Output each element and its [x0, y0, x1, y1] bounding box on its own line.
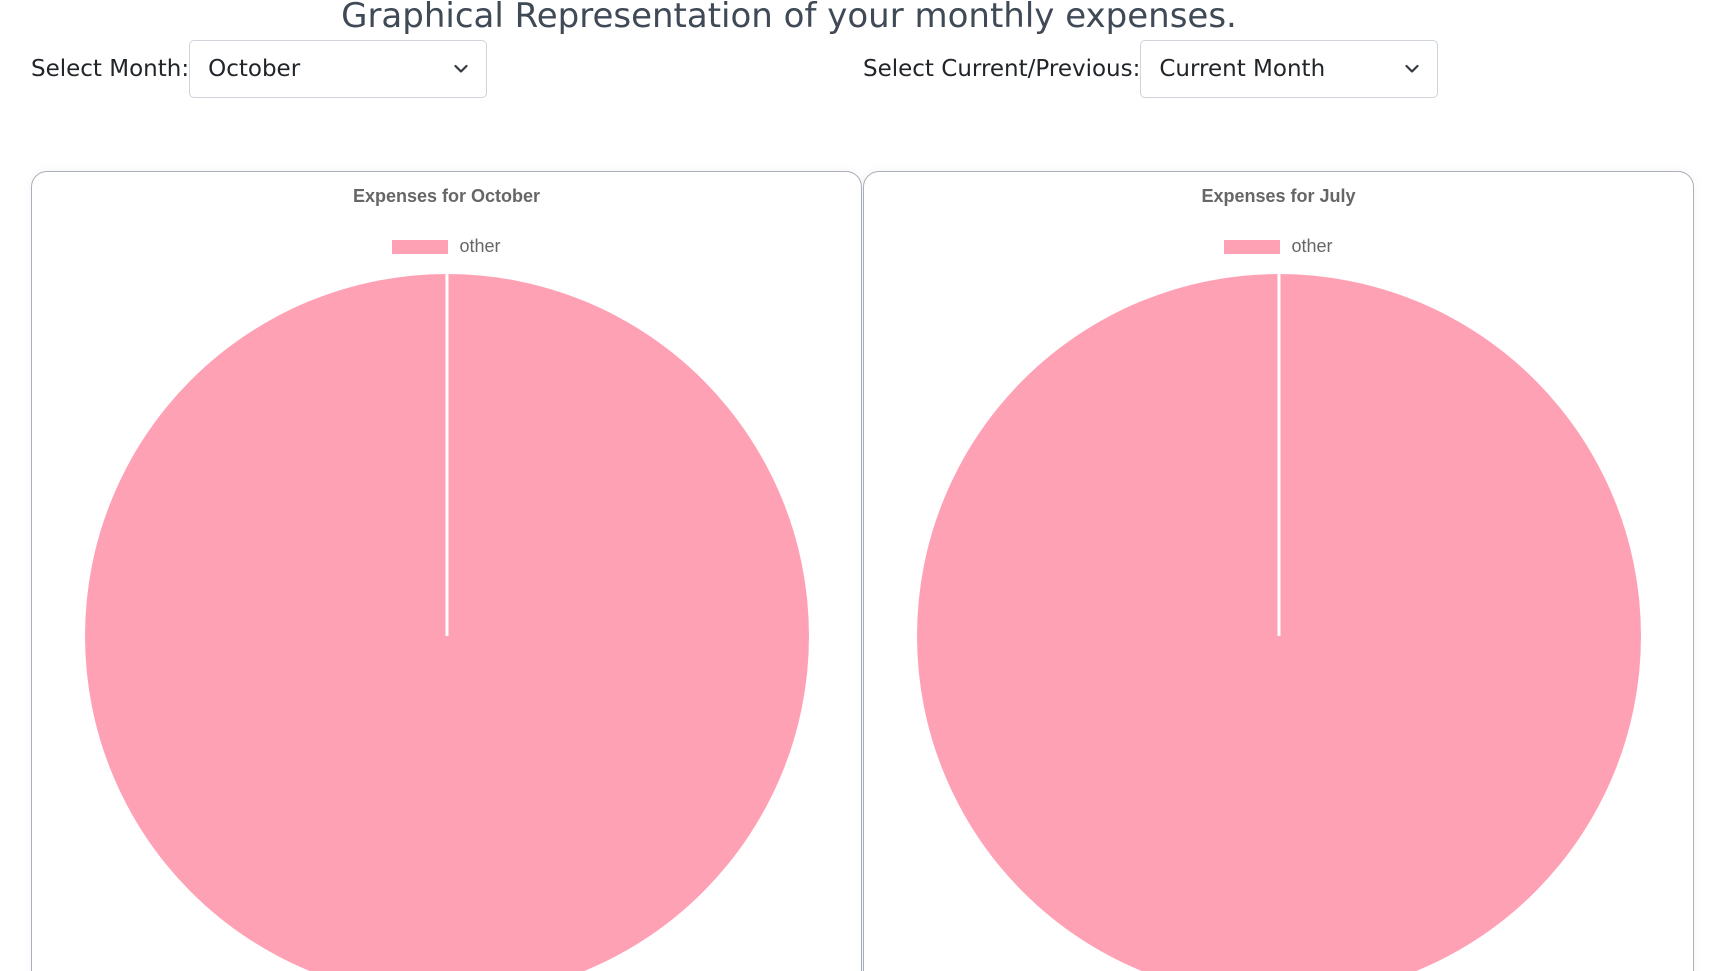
month-filter: Select Month: October: [31, 40, 488, 98]
period-select-label: Select Current/Previous:: [863, 56, 1141, 82]
chart-legend: other: [864, 236, 1693, 257]
month-select-label: Select Month:: [31, 56, 190, 82]
period-select[interactable]: Current Month: [1140, 40, 1439, 98]
legend-label[interactable]: other: [1291, 236, 1333, 256]
legend-swatch[interactable]: [1224, 239, 1281, 254]
chart-card-selected-month: Expenses for October other: [31, 171, 862, 971]
period-filter: Select Current/Previous: Current Month: [863, 40, 1439, 98]
month-select[interactable]: October: [189, 40, 488, 98]
chart-title: Expenses for July: [1201, 186, 1356, 206]
chart-title: Expenses for October: [352, 186, 541, 206]
period-select-value: Current Month: [1159, 56, 1326, 82]
legend-label[interactable]: other: [459, 236, 501, 256]
chart-card-comparison-month: Expenses for July other: [863, 171, 1694, 971]
month-select-value: October: [208, 56, 301, 82]
chevron-down-icon: [1405, 64, 1419, 73]
page-title: Graphical Representation of your monthly…: [341, 0, 1237, 36]
legend-swatch[interactable]: [392, 239, 449, 254]
chevron-down-icon: [454, 64, 468, 73]
pie-chart[interactable]: [864, 172, 1694, 971]
pie-chart[interactable]: [32, 172, 862, 971]
chart-legend: other: [32, 236, 861, 257]
